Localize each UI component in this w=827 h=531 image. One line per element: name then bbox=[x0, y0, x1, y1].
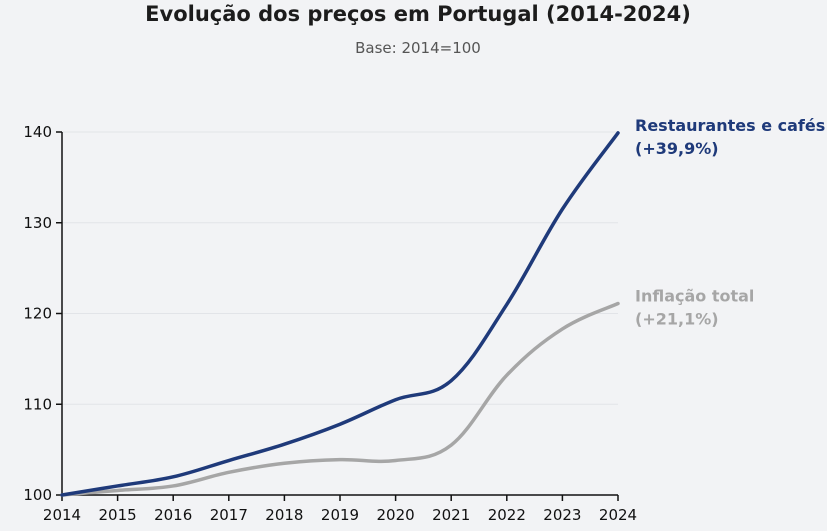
series-lines bbox=[60, 131, 620, 497]
chart-subtitle: Base: 2014=100 bbox=[355, 39, 481, 57]
y-tick-label: 110 bbox=[23, 395, 52, 413]
x-tick-label: 2024 bbox=[599, 506, 637, 524]
x-tick-label: 2014 bbox=[43, 506, 81, 524]
series-label-name: Restaurantes e cafés bbox=[635, 116, 825, 135]
chart-title: Evolução dos preços em Portugal (2014-20… bbox=[145, 2, 691, 26]
x-tick-label: 2015 bbox=[99, 506, 137, 524]
x-tick-label: 2023 bbox=[543, 506, 581, 524]
series-label-name: Inflação total bbox=[635, 287, 754, 306]
series-label-change: (+39,9%) bbox=[635, 139, 719, 158]
series-line bbox=[60, 301, 620, 497]
x-tick-label: 2016 bbox=[154, 506, 192, 524]
x-tick-label: 2020 bbox=[377, 506, 415, 524]
grid-lines bbox=[62, 131, 618, 405]
x-tick-label: 2021 bbox=[432, 506, 470, 524]
y-tick-label: 100 bbox=[23, 486, 52, 504]
x-tick-label: 2022 bbox=[488, 506, 526, 524]
x-tick-label: 2017 bbox=[210, 506, 248, 524]
series-line bbox=[60, 131, 620, 497]
x-tick-label: 2018 bbox=[265, 506, 303, 524]
y-tick-label: 130 bbox=[23, 214, 52, 232]
series-label-change: (+21,1%) bbox=[635, 310, 719, 329]
y-tick-label: 140 bbox=[23, 123, 52, 141]
series-labels: Restaurantes e cafés (+39,9%) Inflação tot… bbox=[635, 116, 825, 329]
axes: 100 110 120 130 140 2014 2015 2016 2017 2018 2019 2… bbox=[23, 123, 637, 524]
y-tick-label: 120 bbox=[23, 305, 52, 323]
x-tick-label: 2019 bbox=[321, 506, 359, 524]
